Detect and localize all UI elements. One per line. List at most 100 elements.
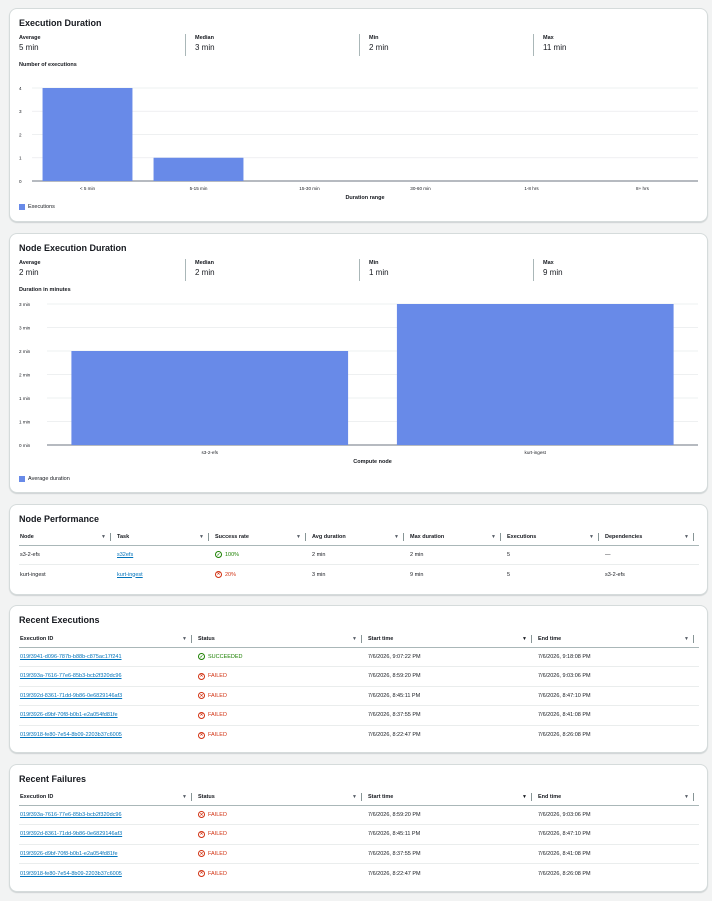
column-divider[interactable] <box>208 533 209 542</box>
sort-icon[interactable]: ▼ <box>199 534 204 541</box>
column-header-executions[interactable]: Executions ▼ <box>506 530 604 546</box>
column-divider[interactable] <box>500 533 501 542</box>
execution-id-link[interactable]: 019f393a-7616-77e6-85b3-bcb2f320dc96 <box>20 811 122 818</box>
column-header-node[interactable]: Node ▼ <box>19 530 116 546</box>
column-divider[interactable] <box>598 533 599 542</box>
column-header-status[interactable]: Status ▼ <box>197 790 367 806</box>
y-tick-label: 2 <box>19 132 22 137</box>
column-header-status[interactable]: Status ▼ <box>197 632 367 648</box>
execution-id-link[interactable]: 019f393a-7616-77e6-85b3-bcb2f320dc96 <box>20 673 122 680</box>
execution-id-link[interactable]: 019f3926-d9bf-70f8-b0b1-e2a054fd81fe <box>20 712 118 719</box>
table-row: 019f3926-d9bf-70f8-b0b1-e2a054fd81fe ✕ FAI… <box>19 705 699 726</box>
execution-id-link[interactable]: 019f3918-fe80-7e54-8b09-2203b37c6005 <box>20 870 122 877</box>
x-axis-title: Compute node <box>353 459 392 465</box>
column-divider[interactable] <box>531 635 532 644</box>
legend-swatch <box>19 204 25 210</box>
cell-end-time: 7/6/2026, 8:47:10 PM <box>537 824 699 845</box>
status-badge: ✕ FAILED <box>198 692 227 700</box>
column-header-avg-duration[interactable]: Avg duration ▼ <box>311 530 409 546</box>
cell-start-time: 7/6/2026, 8:22:47 PM <box>368 870 421 877</box>
column-divider[interactable] <box>191 793 192 802</box>
success-rate-badge: ✓ 100% <box>215 551 240 559</box>
sort-icon[interactable]: ▼ <box>684 794 689 801</box>
stats-row: Average 2 min Median 2 min Min 1 min Max… <box>19 259 698 281</box>
sort-icon[interactable]: ▼ <box>491 534 496 541</box>
bar[interactable] <box>42 88 133 181</box>
column-header-execution-id[interactable]: Execution ID ▼ <box>19 632 197 648</box>
stat-min: Min 2 min <box>359 34 389 56</box>
cell-execution-id: 019f3926-d9bf-70f8-b0b1-e2a054fd81fe <box>19 844 197 864</box>
sort-icon[interactable]: ▼ <box>352 636 357 643</box>
column-header-dependencies[interactable]: Dependencies ▼ <box>604 530 699 546</box>
status-badge: ✕ FAILED <box>198 850 227 858</box>
cell-status: ✕ FAILED <box>197 864 367 884</box>
table-row: 019f392d-8361-71dd-9b86-0e6829146af3 ✕ FAI… <box>19 686 699 706</box>
bar[interactable] <box>153 157 244 181</box>
cell-status: ✕ FAILED <box>197 824 367 845</box>
cell-execution-id: 019f392d-8361-71dd-9b86-0e6829146af3 <box>19 686 197 706</box>
cell-node: s3-2-efs <box>19 545 116 565</box>
cell-start-time: 7/6/2026, 8:22:47 PM <box>368 732 421 738</box>
sort-icon[interactable]: ▼ <box>101 534 106 541</box>
execution-id-link[interactable]: 019f392d-8361-71dd-9b86-0e6829146af3 <box>20 692 123 699</box>
sort-descending-icon[interactable]: ▼ <box>522 794 527 801</box>
column-divider[interactable] <box>361 793 362 802</box>
bar[interactable] <box>396 304 674 445</box>
sort-icon[interactable]: ▼ <box>684 534 689 541</box>
column-divider[interactable] <box>305 533 306 542</box>
table-row: s3-2-efs s32efs ✓ 100% 2 min 2 min 5 — <box>19 545 699 565</box>
status-badge: ✕ FAILED <box>198 672 227 680</box>
status-badge: ✓ SUCCEEDED <box>198 653 243 661</box>
cell-start-time: 7/6/2026, 8:37:55 PM <box>367 844 537 864</box>
column-header-execution-id[interactable]: Execution ID ▼ <box>19 790 197 806</box>
task-link[interactable]: kurt-ingest <box>117 571 143 578</box>
column-divider[interactable] <box>361 635 362 644</box>
node-duration-chart: 0 min 1 min 1 min 2 min 2 min 3 min 3 min s3-2-… <box>19 302 698 465</box>
cell-execution-id: 019f3918-fe80-7e54-8b09-2203b37c6005 <box>19 864 197 884</box>
execution-id-link[interactable]: 019f392d-8361-71dd-9b86-0e6829146af3 <box>20 831 123 838</box>
cell-status: ✕ FAILED <box>197 666 367 687</box>
column-divider[interactable] <box>693 533 694 542</box>
execution-id-link[interactable]: 019f3926-d9bf-70f8-b0b1-e2a054fd81fe <box>20 850 118 857</box>
column-header-task[interactable]: Task ▼ <box>116 530 214 546</box>
cell-end-time: 7/6/2026, 8:26:08 PM <box>538 870 591 877</box>
column-divider[interactable] <box>110 533 111 542</box>
cell-start-time: 7/6/2026, 9:07:22 PM <box>367 647 537 667</box>
sort-icon[interactable]: ▼ <box>589 534 594 541</box>
table-header-row: Execution ID ▼ Status ▼ Start time ▼ End ti… <box>19 790 699 806</box>
column-divider[interactable] <box>531 793 532 802</box>
execution-id-link[interactable]: 019f3918-fe80-7e54-8b09-2203b37c6005 <box>20 732 122 738</box>
sort-descending-icon[interactable]: ▼ <box>522 636 527 643</box>
column-header-end-time[interactable]: End time ▼ <box>537 632 699 648</box>
column-header-start-time[interactable]: Start time ▼ <box>367 790 537 806</box>
column-header-end-time[interactable]: End time ▼ <box>537 790 699 806</box>
legend-label: Average duration <box>28 476 70 482</box>
cell-success-rate: ✕ 20% <box>214 565 311 585</box>
column-divider[interactable] <box>693 635 694 644</box>
y-tick-label: 1 min <box>19 419 31 424</box>
column-divider[interactable] <box>693 793 694 802</box>
node-performance-panel: Node Performance Node ▼ Task ▼ Success rat… <box>9 504 708 595</box>
cell-max-duration: 9 min <box>410 571 424 578</box>
sort-icon[interactable]: ▼ <box>394 534 399 541</box>
column-header-start-time[interactable]: Start time ▼ <box>367 632 537 648</box>
column-header-success-rate[interactable]: Success rate ▼ <box>214 530 311 546</box>
execution-id-link[interactable]: 019f3941-d096-787b-b88b-c875ac17f241 <box>20 653 122 660</box>
column-header-max-duration[interactable]: Max duration ▼ <box>409 530 506 546</box>
sort-icon[interactable]: ▼ <box>352 794 357 801</box>
bar[interactable] <box>71 351 349 445</box>
sort-icon[interactable]: ▼ <box>182 794 187 801</box>
task-link[interactable]: s32efs <box>117 551 134 558</box>
cell-node: kurt-ingest <box>20 571 46 578</box>
y-tick-label: 1 <box>19 156 22 161</box>
column-divider[interactable] <box>403 533 404 542</box>
cell-task: kurt-ingest <box>116 565 214 585</box>
column-divider[interactable] <box>191 635 192 644</box>
sort-icon[interactable]: ▼ <box>296 534 301 541</box>
sort-icon[interactable]: ▼ <box>684 636 689 643</box>
panel-title: Node Performance <box>19 514 100 524</box>
sort-icon[interactable]: ▼ <box>182 636 187 643</box>
cell-status: ✕ FAILED <box>197 844 367 864</box>
execution-duration-panel: Execution Duration Average 5 min Median … <box>9 8 708 222</box>
x-tick-label: s3-2-efs <box>201 450 218 455</box>
